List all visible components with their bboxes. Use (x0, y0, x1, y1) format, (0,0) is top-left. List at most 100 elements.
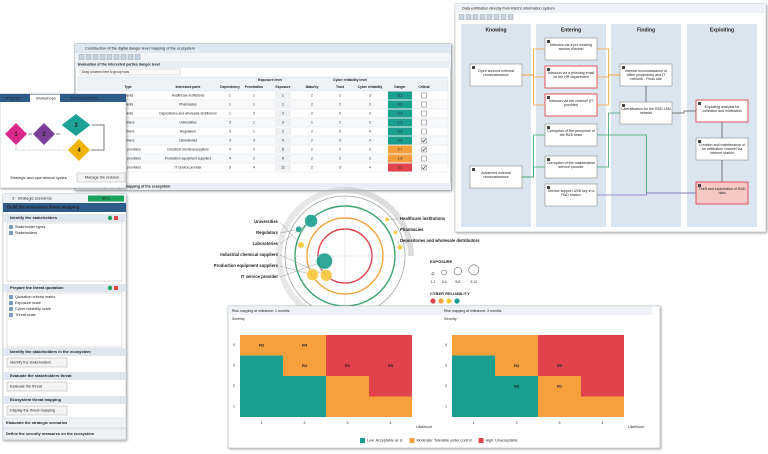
button[interactable] (6, 381, 68, 392)
item-icon (9, 225, 13, 229)
phase-title: Knowing (485, 27, 506, 33)
risk-zone (452, 355, 495, 376)
risk-zone (581, 355, 624, 376)
add-icon[interactable] (107, 215, 113, 221)
add-icon[interactable] (107, 285, 113, 291)
attack-window: Data exfiltration directly from R&D's in… (454, 3, 767, 233)
delete-icon[interactable] (114, 216, 118, 220)
button-label: Display the threat mapping (10, 409, 55, 413)
section-bar (4, 214, 125, 222)
node-label-box: Creation and maintenance of an exfiltrat… (699, 143, 745, 155)
toolbar-icon[interactable] (486, 14, 493, 20)
cell-name: Production equipment suppliers (165, 156, 212, 160)
phase-title: Entering (561, 27, 581, 33)
checkbox[interactable] (421, 155, 427, 162)
section-title: Evaluation of the interested parties dan… (78, 62, 160, 66)
toolbar-icon[interactable] (78, 54, 85, 60)
cell-value: 1 (253, 93, 255, 97)
cell-value: 3 (369, 156, 371, 160)
node-label: Corruption of the personnel of the R&D t… (547, 129, 595, 138)
danger-cell (388, 100, 412, 109)
toolbar-icon[interactable] (92, 54, 99, 60)
checkbox[interactable] (421, 101, 427, 108)
delete-icon[interactable] (114, 286, 118, 290)
toolbar-icon[interactable] (493, 14, 500, 20)
cell-value: 2 (253, 147, 255, 151)
heading-bar (3, 203, 126, 212)
cell-type: Service providers (115, 156, 141, 160)
table-window: Construction of the digital danger level… (74, 43, 452, 191)
button[interactable] (6, 357, 68, 368)
cell-value: 2 (311, 93, 313, 97)
risk-zone (452, 335, 495, 356)
toolbar-icon[interactable] (106, 54, 113, 60)
column-header: Dependency (220, 85, 240, 89)
cell-value: 3 (229, 138, 231, 142)
toolbar-icon[interactable] (134, 54, 141, 60)
button[interactable] (76, 172, 126, 183)
cell-value: 2 (339, 120, 341, 124)
checkbox[interactable] (421, 146, 427, 153)
reliability-dot (454, 298, 460, 304)
y-tick-label: 2 (445, 384, 447, 388)
node-label: Intrusion via the channel (IT provider) (548, 99, 594, 108)
section-bar (75, 61, 451, 68)
cell-value: 3 (369, 111, 371, 115)
toolbar-icon[interactable] (507, 14, 514, 20)
panel-title-bar (228, 307, 440, 315)
toolbar-icon[interactable] (113, 54, 120, 60)
check-mark (422, 138, 426, 143)
risk-zone (283, 396, 326, 417)
cell-value: 2 (253, 111, 255, 115)
item-icon (9, 307, 13, 311)
matrix-title: Risk mapping at milestone: 3 months (444, 309, 502, 313)
node-icon (547, 40, 550, 43)
toolbar-icon[interactable] (465, 14, 472, 20)
node-icon (698, 184, 701, 187)
checkbox[interactable] (421, 119, 427, 126)
risk-zone (538, 396, 581, 417)
cell-danger: 3.2 (398, 165, 403, 169)
toolbar-icon[interactable] (127, 54, 134, 60)
x-tick-label: 2 (516, 421, 518, 425)
toolbar-icon[interactable] (479, 14, 486, 20)
toolbar-icon[interactable] (85, 54, 92, 60)
y-tick-label: 1 (233, 405, 235, 409)
y-tick-label: 3 (445, 364, 447, 368)
risk-zone (326, 376, 369, 397)
toolbar-icon[interactable] (458, 14, 465, 20)
cell-value: 3 (253, 138, 255, 142)
checkbox[interactable] (421, 110, 427, 117)
cell-value: 3 (229, 120, 231, 124)
checkbox[interactable] (421, 128, 427, 135)
toolbar-icon[interactable] (120, 54, 127, 60)
sector-arc (344, 187, 414, 257)
column-header: Penetration (245, 85, 263, 89)
group-header: Exposure level (258, 78, 282, 82)
checkbox[interactable] (421, 92, 427, 99)
toolbar-icon[interactable] (99, 54, 106, 60)
cell-danger: 0.2 (398, 102, 403, 106)
item-icon (9, 295, 13, 299)
cell-name: Industrial chemical suppliers (167, 147, 209, 151)
tab-bar (0, 94, 126, 102)
cell-value: 2 (311, 165, 313, 169)
list-box (6, 222, 123, 282)
step-title: Ecosystem threat mapping (10, 397, 62, 402)
stakeholder-label: Production equipment suppliers (214, 263, 279, 268)
cell-type: Partners (122, 120, 135, 124)
column-header: Maturity (306, 85, 319, 89)
risk-zone (369, 376, 412, 397)
checkbox[interactable] (421, 137, 427, 144)
toolbar-icon[interactable] (472, 14, 479, 20)
checkbox[interactable] (421, 164, 427, 171)
section-bar (4, 372, 125, 380)
list-item: Stakeholders (15, 231, 37, 235)
cell-value: 1 (229, 93, 231, 97)
button[interactable] (6, 405, 68, 416)
cell-shade (275, 110, 291, 117)
x-tick-label: 2 (304, 421, 306, 425)
danger-cell (388, 91, 412, 100)
toolbar-icon[interactable] (500, 14, 507, 20)
cell-value: 3 (282, 129, 284, 133)
